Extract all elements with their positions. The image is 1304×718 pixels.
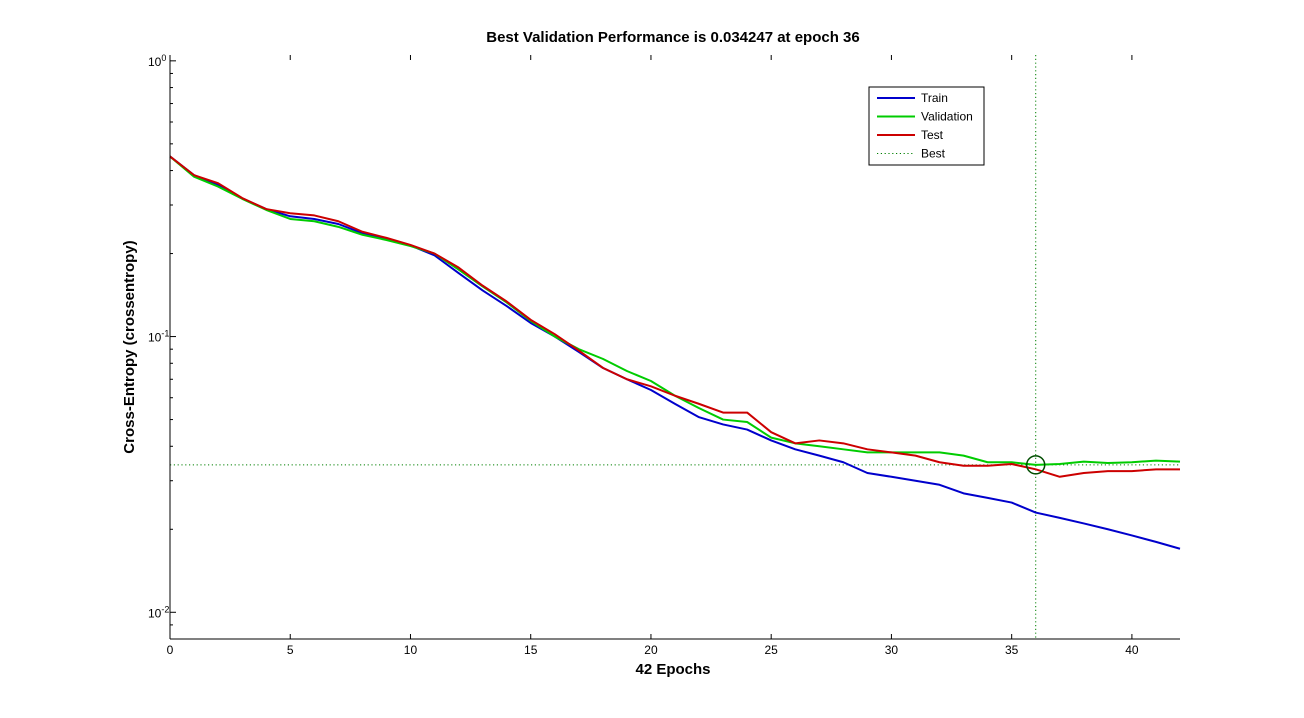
best-markers [170,55,1180,639]
legend-box [868,86,985,166]
x-tick-label: 15 [524,643,538,657]
chart-title: Best Validation Performance is 0.034247 … [486,29,860,46]
legend-label-validation: Validation [921,110,973,124]
y-axis-label: Cross-Entropy (crossentropy) [121,240,138,453]
x-tick-label: 0 [167,643,174,657]
plot-area [170,55,1180,639]
series-line-test [169,155,1180,478]
y-tick-label: 100 [148,53,166,69]
legend-label-train: Train [921,91,948,105]
x-tick-label: 30 [885,643,899,657]
x-tick-label: 5 [287,643,294,657]
x-axis-label: 42 Epochs [635,661,710,678]
x-tick-label: 25 [765,643,779,657]
x-tick-label: 35 [1005,643,1019,657]
y-tick-label: 10-1 [148,329,169,345]
x-ticks: 0 5 10 15 20 25 30 35 40 [167,55,1139,657]
series-lines [169,155,1181,550]
x-tick-label: 40 [1125,643,1139,657]
x-tick-label: 20 [644,643,658,657]
y-ticks: 10-2 10-1 100 [148,53,176,640]
series-line-train [169,155,1181,550]
legend-label-best: Best [921,147,946,161]
legend: Train Validation Test Best [868,86,985,166]
x-tick-label: 10 [404,643,418,657]
y-tick-label: 10-2 [148,604,169,620]
legend-label-test: Test [921,128,944,142]
best-point-marker [1025,455,1046,475]
